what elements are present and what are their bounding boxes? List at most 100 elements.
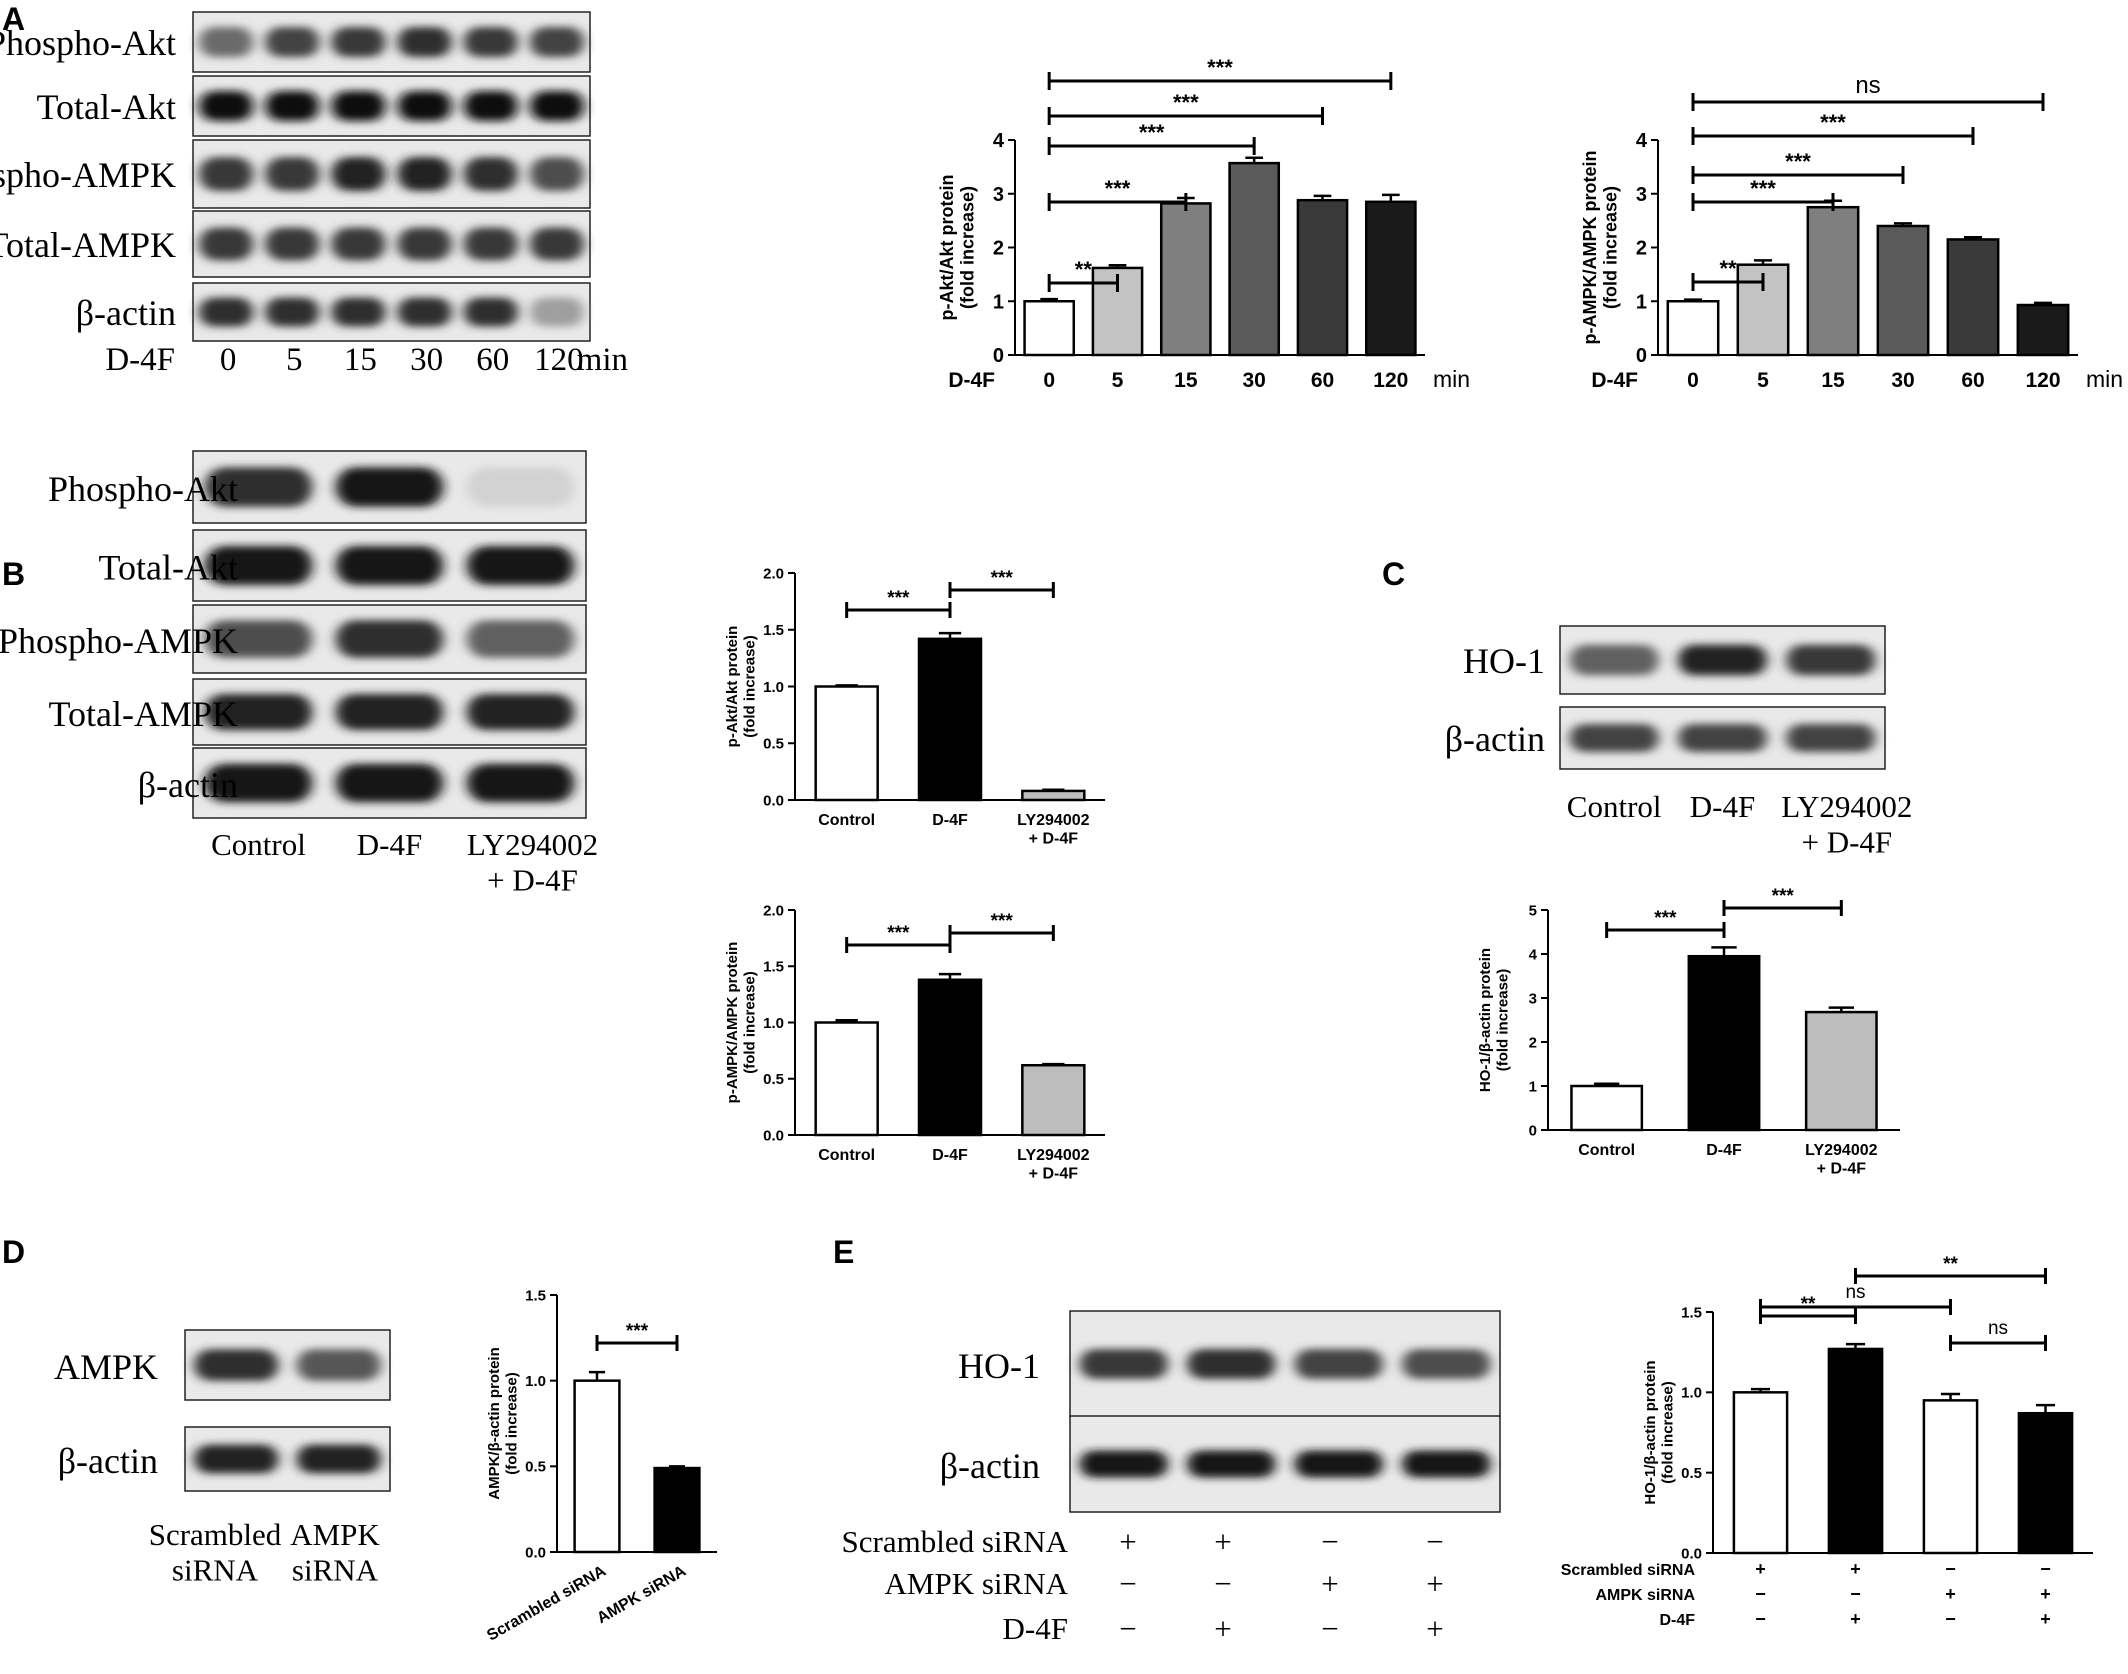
- blot-row-label: β-actin: [76, 293, 176, 333]
- panel-letter-B: B: [2, 556, 25, 592]
- blot-band: [265, 227, 320, 261]
- panel-letter-layer: A B C D E: [2, 1, 1405, 1270]
- bar: [917, 637, 983, 802]
- lane-label: 120: [534, 342, 584, 378]
- x-tick-label: 0: [1043, 369, 1055, 392]
- lane-label: 0: [220, 342, 237, 378]
- x-tick-label: LY294002 + D-4F: [1017, 812, 1089, 847]
- significance-label: ***: [1105, 176, 1131, 201]
- y-tick-label: 1.5: [763, 622, 784, 639]
- bar: [1159, 202, 1212, 357]
- significance-label: ***: [991, 568, 1014, 589]
- lane-label: 60: [476, 342, 509, 378]
- blot-band: [335, 545, 444, 586]
- y-tick-label: 1: [1636, 291, 1647, 313]
- x-tick-label: 60: [1961, 369, 1984, 392]
- blot-frame: [192, 139, 591, 209]
- x-unit-label: min: [2086, 366, 2123, 392]
- significance-label: ***: [1750, 176, 1776, 201]
- bar: [1021, 789, 1086, 802]
- bar: [1228, 161, 1281, 357]
- bar: [573, 1379, 621, 1554]
- bar: [814, 685, 879, 802]
- significance-label: ***: [1820, 110, 1846, 135]
- y-tick-label: 0.5: [763, 1071, 784, 1088]
- significance-label: ***: [626, 1321, 649, 1342]
- blot-band: [331, 157, 386, 191]
- blot-band: [335, 467, 444, 507]
- treatment-sign: +: [1945, 1584, 1956, 1604]
- treatment-sign: +: [1214, 1524, 1231, 1559]
- lane-label: LY294002 + D-4F: [1781, 789, 1912, 860]
- blot-B-row: [192, 529, 587, 602]
- treatment-sign: −: [1214, 1566, 1231, 1601]
- significance-label: ns: [1988, 1318, 2008, 1339]
- y-tick-label: 1.0: [525, 1373, 546, 1390]
- blot-band: [198, 91, 254, 121]
- significance-label: ***: [887, 588, 910, 609]
- blot-band: [335, 763, 444, 803]
- blot-frame: [192, 282, 591, 342]
- significance-label: ns: [1845, 1282, 1865, 1303]
- bar: [1023, 300, 1076, 357]
- y-tick-label: 1.5: [763, 959, 784, 976]
- bar: [917, 978, 983, 1137]
- y-tick-label: 2.0: [763, 565, 784, 582]
- y-tick-label: 0.0: [763, 792, 784, 809]
- y-tick-label: 2: [1636, 238, 1647, 260]
- blot-band: [335, 620, 444, 658]
- treatment-sign: −: [1755, 1584, 1766, 1604]
- lane-label: 15: [344, 342, 377, 378]
- x-tick-label: 120: [2025, 369, 2060, 392]
- treatment-sign: −: [1321, 1524, 1338, 1559]
- blot-band: [397, 27, 452, 57]
- x-tick-label: Control: [1578, 1142, 1635, 1159]
- blot-band: [204, 620, 313, 658]
- x-tick-label: 30: [1242, 369, 1265, 392]
- blot-band: [529, 297, 585, 327]
- blot-band: [1786, 644, 1876, 676]
- blot-band: [1569, 644, 1659, 676]
- chart-A-ampk: 0 1 2 3 4 p-AMPK/AMPK protein(fold increase) 0…: [1580, 72, 2123, 392]
- treatment-sign: −: [1850, 1584, 1861, 1604]
- y-axis-label: p-AMPK/AMPK protein(fold increase): [724, 942, 758, 1104]
- blot-A-row: [192, 75, 591, 137]
- blot-band: [463, 157, 518, 191]
- bar: [1922, 1399, 1979, 1555]
- significance-label: **: [1943, 1254, 1958, 1275]
- bar: [1827, 1347, 1884, 1555]
- blot-band: [397, 91, 452, 121]
- blot-band: [463, 227, 518, 261]
- significance-label: ***: [1785, 149, 1811, 174]
- blot-row-label: Phospho-Akt: [0, 23, 176, 63]
- treatment-sign: −: [1945, 1609, 1956, 1629]
- x-tick-label: D-4F: [932, 812, 968, 829]
- y-tick-label: 0.5: [525, 1459, 546, 1476]
- y-tick-label: 1: [1529, 1078, 1537, 1095]
- blot-band: [331, 27, 386, 57]
- chart-B-akt: 0.0 0.5 1.0 1.5 2.0 p-Akt/Akt protein(fold in…: [724, 565, 1105, 847]
- significance-label: ***: [1173, 90, 1199, 115]
- significance-label: ***: [1139, 120, 1165, 145]
- bar: [814, 1021, 879, 1137]
- y-tick-label: 0: [993, 345, 1004, 367]
- lane-label: Control: [1567, 789, 1662, 824]
- blot-row-label: Total-Akt: [99, 548, 238, 588]
- blot-D-row: [184, 1329, 391, 1401]
- x-tick-label: D-4F: [1706, 1142, 1742, 1159]
- y-tick-label: 4: [1529, 946, 1538, 963]
- y-tick-label: 0: [1636, 345, 1647, 367]
- chart-A-akt: 0 1 2 3 4 p-Akt/Akt protein(fold increase) 0 5 1…: [937, 55, 1470, 392]
- blot-B-row: [192, 747, 587, 819]
- y-tick-label: 0.5: [763, 736, 784, 753]
- treatment-sign: +: [1850, 1559, 1861, 1579]
- x-tick-label: AMPK siRNA: [594, 1563, 689, 1628]
- blot-band: [265, 27, 320, 57]
- blot-band: [463, 27, 518, 57]
- blot-row-label: Total-AMPK: [0, 225, 176, 265]
- blot-row-label: Phospho-AMPK: [0, 155, 176, 195]
- y-tick-label: 2: [993, 238, 1004, 260]
- treatment-sign: +: [1119, 1524, 1136, 1559]
- lane-label: Control: [211, 827, 306, 862]
